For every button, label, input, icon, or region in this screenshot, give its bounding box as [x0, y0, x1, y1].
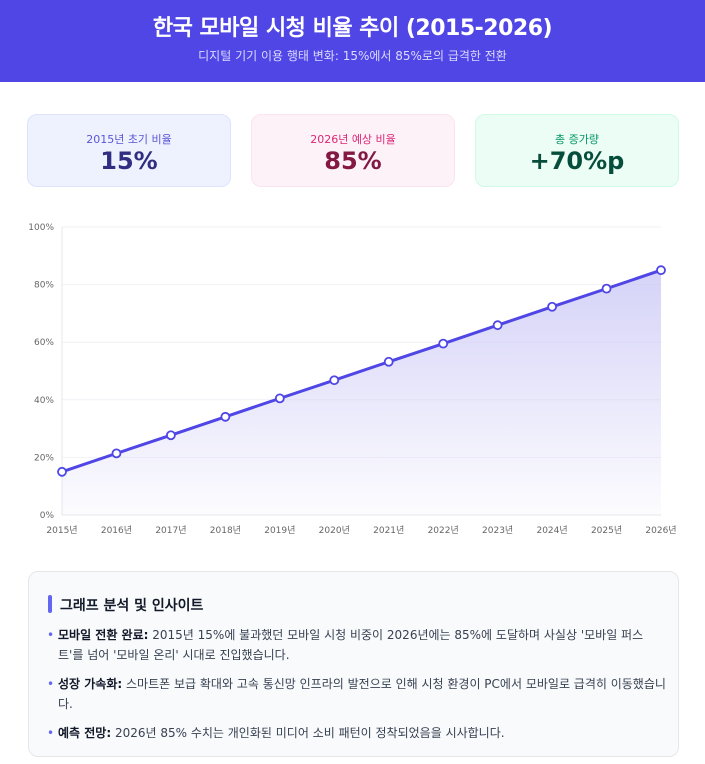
- bullet-icon: •: [47, 726, 55, 740]
- x-tick-label: 2020년: [319, 525, 350, 536]
- y-tick-label: 0%: [40, 511, 55, 521]
- insight-title: 예측 전망:: [58, 726, 112, 740]
- stat-value: 15%: [100, 147, 158, 175]
- data-point[interactable]: [492, 320, 503, 331]
- insight-text: 2026년 85% 수치는 개인화된 미디어 소비 패턴이 정착되었음을 시사합…: [111, 726, 505, 740]
- stat-value: 85%: [324, 147, 382, 175]
- y-tick-label: 60%: [34, 338, 54, 348]
- heading-accent-bar: [48, 595, 52, 613]
- stat-label: 2026년 예상 비율: [310, 133, 396, 146]
- y-tick-label: 40%: [34, 396, 54, 406]
- insights-heading: 그래프 분석 및 인사이트: [60, 598, 204, 614]
- chart-canvas: 0%20%40%60%80%100% 2015년 2016년 2017년 2018년 2…: [28, 223, 676, 536]
- page-subtitle: 디지털 기기 이용 행태 변화: 15%에서 85%로의 급격한 전환: [198, 49, 507, 63]
- insights-list: • 모바일 전환 완료: 2015년 15%에 불과했던 모바일 시청 비중이 …: [47, 625, 667, 752]
- y-tick-label: 20%: [34, 453, 54, 463]
- data-point[interactable]: [656, 265, 666, 276]
- data-point[interactable]: [329, 375, 340, 386]
- insight-text: 스마트폰 보급 확대와 고속 통신망 인프라의 발전으로 인해 시청 환경이 P…: [58, 677, 666, 711]
- data-point[interactable]: [166, 430, 176, 441]
- data-point[interactable]: [601, 283, 612, 294]
- y-tick-label: 80%: [34, 281, 54, 291]
- y-tick-label: 100%: [28, 223, 54, 233]
- x-tick-label: 2016년: [101, 525, 132, 536]
- x-tick-label: 2022년: [428, 525, 459, 536]
- insights-panel: 그래프 분석 및 인사이트 • 모바일 전환 완료: 2015년 15%에 불과…: [28, 571, 679, 757]
- x-tick-label: 2025년: [591, 525, 622, 536]
- insight-item: • 모바일 전환 완료: 2015년 15%에 불과했던 모바일 시청 비중이 …: [47, 625, 667, 665]
- chart-area-fill: [62, 270, 661, 515]
- y-axis: 0% 20% 40% 60% 80% 100%: [28, 223, 63, 521]
- stat-label: 2015년 초기 비율: [86, 133, 172, 146]
- stat-label: 총 증가량: [555, 133, 599, 146]
- stat-card-initial: 2015년 초기 비율 15%: [27, 114, 231, 187]
- data-point[interactable]: [274, 393, 285, 404]
- x-tick-label: 2023년: [482, 525, 513, 536]
- x-tick-label: 2015년: [46, 525, 77, 536]
- stat-cards: 2015년 초기 비율 15% 2026년 예상 비율 85% 총 증가량 +7…: [27, 114, 679, 187]
- x-tick-label: 2024년: [536, 525, 567, 536]
- x-tick-label: 2021년: [373, 525, 404, 536]
- stat-value: +70%p: [529, 147, 625, 175]
- stat-card-increase: 총 증가량 +70%p: [475, 114, 679, 187]
- page-title: 한국 모바일 시청 비율 추이 (2015-2026): [152, 16, 553, 41]
- data-point[interactable]: [438, 338, 449, 349]
- page-header: 한국 모바일 시청 비율 추이 (2015-2026) 디지털 기기 이용 행태…: [0, 0, 705, 82]
- insight-item: • 성장 가속화: 스마트폰 보급 확대와 고속 통신망 인프라의 발전으로 인…: [47, 674, 667, 714]
- data-point[interactable]: [547, 301, 557, 312]
- stat-card-forecast: 2026년 예상 비율 85%: [251, 114, 455, 187]
- insight-item: • 예측 전망: 2026년 85% 수치는 개인화된 미디어 소비 패턴이 정…: [47, 723, 667, 743]
- x-tick-label: 2018년: [210, 525, 241, 536]
- data-point[interactable]: [220, 411, 231, 422]
- bullet-icon: •: [47, 628, 55, 642]
- x-axis: 2015년 2016년 2017년 2018년 2019년 2020년 2021년 2022년…: [46, 525, 676, 536]
- x-tick-label: 2019년: [264, 525, 295, 536]
- x-tick-label: 2017년: [155, 525, 186, 536]
- x-tick-label: 2026년: [645, 525, 676, 536]
- line-chart: 0% 20% 40% 60% 80% 100% 2015년 2016년 2017년 2018년 2…: [0, 215, 705, 545]
- chart-line: [61, 268, 662, 474]
- bullet-icon: •: [47, 677, 55, 691]
- data-point[interactable]: [111, 448, 122, 459]
- data-point[interactable]: [57, 466, 67, 477]
- insight-text: 2015년 15%에 불과했던 모바일 시청 비중이 2026년에는 85%에 …: [58, 628, 644, 662]
- data-point[interactable]: [383, 356, 394, 367]
- insight-title: 성장 가속화:: [58, 677, 123, 691]
- insight-title: 모바일 전환 완료:: [58, 628, 149, 642]
- chart-points: [57, 265, 666, 477]
